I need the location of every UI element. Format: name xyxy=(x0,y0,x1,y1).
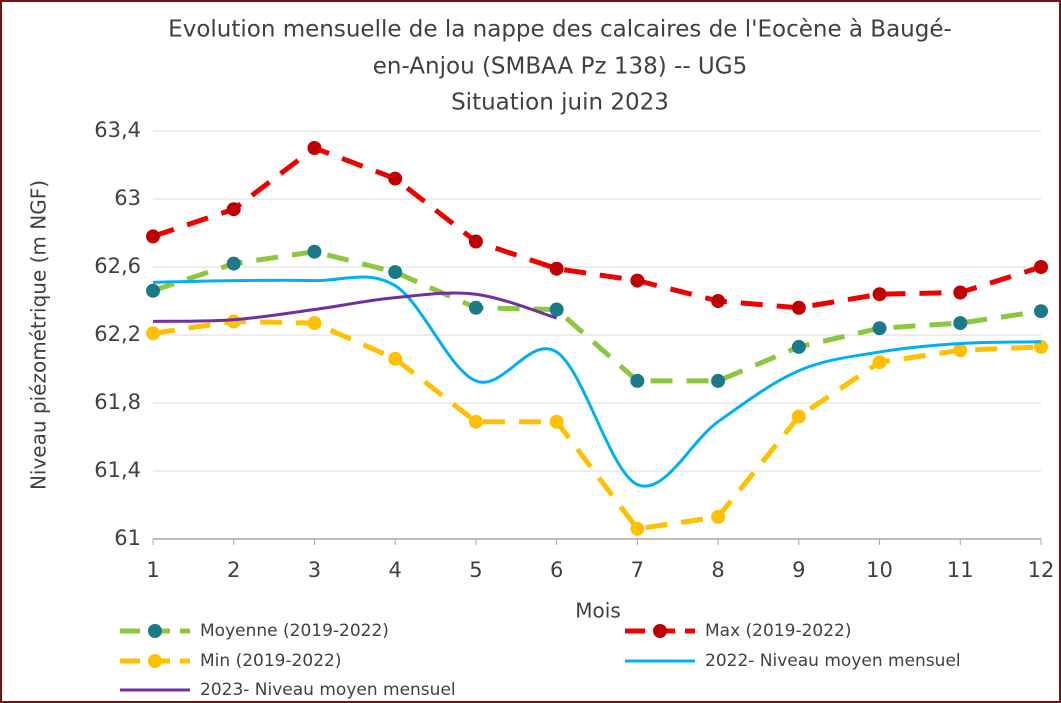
series-line xyxy=(152,291,558,323)
series-marker xyxy=(953,316,968,331)
series-marker xyxy=(791,339,806,354)
series-marker xyxy=(388,351,403,366)
series-marker xyxy=(791,300,806,315)
series-marker xyxy=(1034,339,1048,354)
series-marker xyxy=(388,265,403,280)
series-marker xyxy=(953,343,968,358)
x-tick-label: 4 xyxy=(388,558,401,582)
legend-label: Min (2019-2022) xyxy=(200,651,342,671)
series-marker xyxy=(388,171,403,186)
series-marker xyxy=(468,414,483,429)
series-marker xyxy=(549,414,564,429)
legend-marker xyxy=(653,624,667,638)
series-marker xyxy=(468,234,483,249)
series-marker xyxy=(711,509,726,524)
y-tick-label: 61,4 xyxy=(94,458,141,482)
x-tick-label: 7 xyxy=(631,558,644,582)
series-marker xyxy=(711,294,726,308)
y-tick-label: 61 xyxy=(114,526,141,550)
chart-title: Evolution mensuelle de la nappe des calc… xyxy=(168,17,952,43)
series-marker xyxy=(307,244,322,259)
series-marker xyxy=(1034,304,1048,319)
x-tick-label: 8 xyxy=(711,558,724,582)
series-marker xyxy=(1034,260,1048,274)
series-marker xyxy=(146,326,160,341)
legend-marker xyxy=(148,654,162,668)
y-tick-label: 62,6 xyxy=(94,254,141,278)
y-tick-label: 63 xyxy=(114,186,141,210)
x-tick-label: 10 xyxy=(866,558,893,582)
series-line xyxy=(152,145,1042,311)
series-marker xyxy=(226,202,241,217)
series-line xyxy=(152,275,1042,488)
series-marker xyxy=(307,316,322,331)
series-marker xyxy=(468,300,483,315)
x-tick-label: 3 xyxy=(308,558,321,582)
series-marker xyxy=(791,409,806,424)
y-tick-label: 62,2 xyxy=(94,322,141,346)
series-marker xyxy=(711,373,726,388)
series-marker xyxy=(872,287,887,302)
series-marker xyxy=(953,285,968,300)
series-marker xyxy=(630,521,645,536)
x-tick-label: 11 xyxy=(947,558,974,582)
series-line xyxy=(152,249,1042,384)
legend-label: 2022- Niveau moyen mensuel xyxy=(705,651,961,671)
x-tick-label: 9 xyxy=(792,558,805,582)
x-axis-label: Mois xyxy=(575,599,620,623)
series-line xyxy=(152,318,1042,532)
series-marker xyxy=(146,283,160,298)
y-axis-label: Niveau piézométrique (m NGF) xyxy=(27,180,51,490)
series-marker xyxy=(226,256,241,271)
legend-label: 2023- Niveau moyen mensuel xyxy=(200,680,456,700)
chart-title: Situation juin 2023 xyxy=(451,90,669,116)
legend-label: Max (2019-2022) xyxy=(705,621,851,641)
x-tick-label: 1 xyxy=(146,558,159,582)
chart-title: en-Anjou (SMBAA Pz 138) -- UG5 xyxy=(373,54,747,80)
legend-label: Moyenne (2019-2022) xyxy=(200,621,389,641)
legend-marker xyxy=(148,624,162,638)
y-tick-label: 61,8 xyxy=(94,390,141,414)
y-tick-label: 63,4 xyxy=(94,118,141,142)
series-marker xyxy=(630,373,645,388)
series-marker xyxy=(872,355,887,370)
x-tick-label: 6 xyxy=(550,558,563,582)
series-marker xyxy=(307,141,322,155)
x-tick-label: 2 xyxy=(227,558,240,582)
series-marker xyxy=(549,261,564,276)
x-tick-label: 12 xyxy=(1028,558,1055,582)
series-marker xyxy=(146,229,160,244)
x-tick-label: 5 xyxy=(469,558,482,582)
series-marker xyxy=(226,314,241,329)
series-marker xyxy=(630,273,645,288)
series-marker xyxy=(872,321,887,336)
series-marker xyxy=(549,302,564,317)
